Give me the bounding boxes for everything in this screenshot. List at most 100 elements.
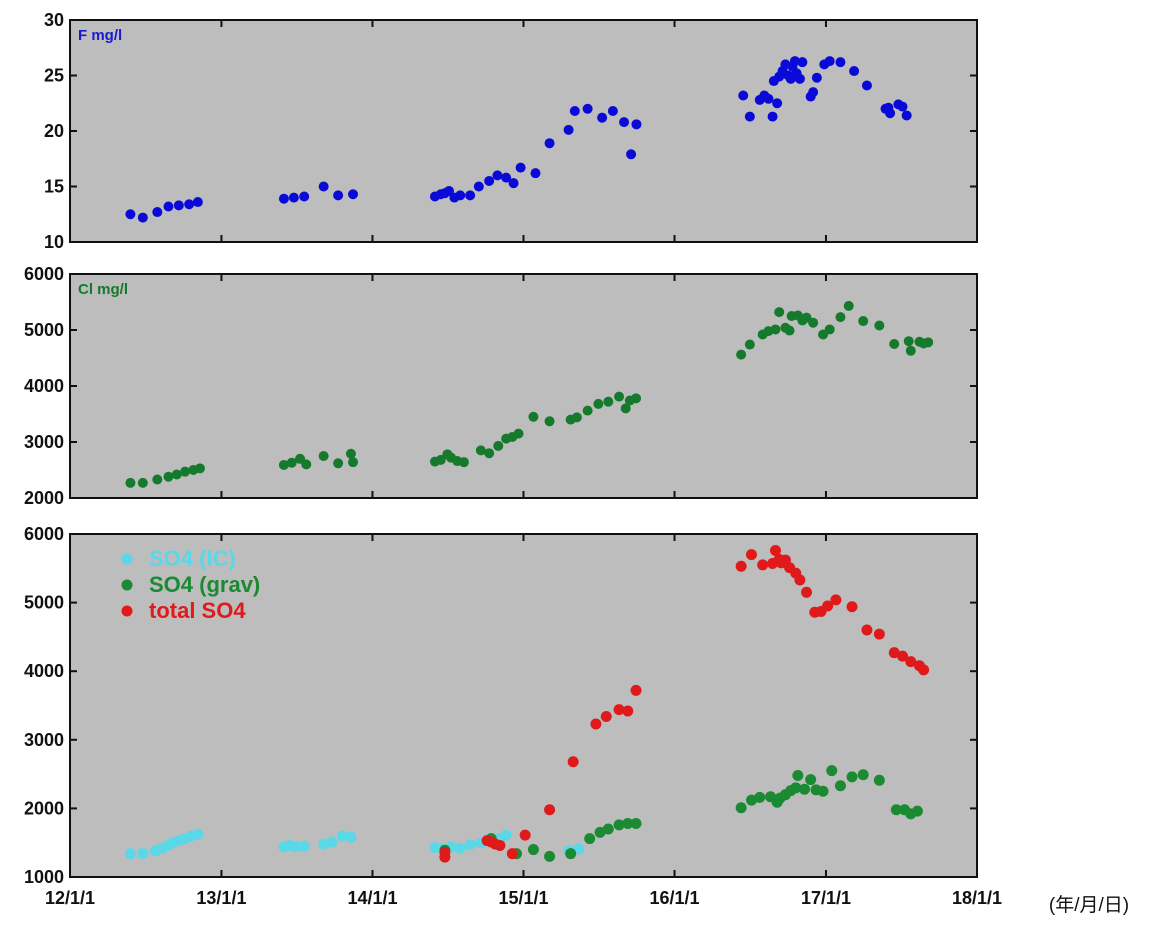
data-point <box>348 189 359 200</box>
data-point <box>861 624 873 636</box>
data-point <box>735 560 747 572</box>
data-point <box>318 181 329 192</box>
data-point <box>774 307 785 318</box>
data-point <box>858 316 869 327</box>
data-point <box>772 98 783 109</box>
data-point <box>846 601 858 613</box>
data-point <box>846 771 858 783</box>
y-tick-label: 4000 <box>24 376 64 396</box>
data-point <box>911 805 923 817</box>
data-point <box>180 466 191 477</box>
data-point <box>318 451 329 461</box>
data-point <box>754 791 766 803</box>
data-point <box>769 544 781 556</box>
legend-marker <box>121 579 133 591</box>
data-point <box>493 440 504 451</box>
data-point <box>905 345 916 356</box>
data-point <box>125 209 136 220</box>
data-point <box>455 190 466 201</box>
legend-label: SO4 (IC) <box>149 546 236 571</box>
data-point <box>567 756 579 768</box>
data-point <box>582 405 593 416</box>
data-point <box>163 471 174 482</box>
data-point <box>631 119 642 130</box>
data-point <box>464 839 476 851</box>
y-tick-label: 3000 <box>24 730 64 750</box>
data-point <box>735 802 747 814</box>
data-point <box>738 90 749 101</box>
data-point <box>603 396 614 407</box>
data-point <box>278 459 289 470</box>
data-point <box>125 477 136 488</box>
data-point <box>843 300 854 311</box>
data-point <box>888 647 900 659</box>
data-point <box>444 185 455 196</box>
x-tick-label: 16/1/1 <box>650 888 700 908</box>
data-point <box>789 56 800 67</box>
data-point <box>619 117 630 128</box>
data-point <box>834 780 846 792</box>
data-point <box>885 108 896 119</box>
x-tick-label: 17/1/1 <box>801 888 851 908</box>
data-point <box>744 339 755 350</box>
y-tick-label: 10 <box>44 232 64 252</box>
data-point <box>905 656 917 668</box>
panel-label: Cl mg/l <box>78 281 128 298</box>
data-point <box>593 398 604 409</box>
data-point <box>435 454 446 465</box>
data-point <box>630 684 642 696</box>
data-point <box>506 848 518 860</box>
y-tick-label: 2000 <box>24 488 64 508</box>
data-point <box>544 416 555 427</box>
data-point <box>835 312 846 323</box>
y-tick-label: 6000 <box>24 524 64 544</box>
data-point <box>901 110 912 121</box>
y-tick-label: 15 <box>44 177 64 197</box>
data-point <box>528 411 539 422</box>
data-point <box>890 804 902 816</box>
data-point <box>613 819 625 831</box>
data-point <box>494 839 506 851</box>
data-point <box>333 190 344 201</box>
data-point <box>336 830 348 842</box>
data-point <box>584 833 596 845</box>
y-tick-label: 5000 <box>24 320 64 340</box>
x-tick-label: 15/1/1 <box>498 888 548 908</box>
data-point <box>626 149 637 160</box>
data-point <box>137 212 148 223</box>
data-point <box>630 817 642 829</box>
legend-label: total SO4 <box>149 598 246 623</box>
data-point <box>889 339 900 349</box>
y-tick-label: 2000 <box>24 798 64 818</box>
data-point <box>290 841 302 853</box>
data-point <box>333 458 344 469</box>
data-point <box>808 87 819 98</box>
data-point <box>757 559 769 571</box>
data-point <box>744 111 755 122</box>
data-point <box>184 199 195 210</box>
plot-area-1 <box>69 19 978 243</box>
plot-area-2 <box>69 273 978 499</box>
data-point <box>822 600 834 612</box>
data-point <box>137 477 148 488</box>
data-point <box>745 794 757 806</box>
data-point <box>873 774 885 786</box>
y-tick-label: 20 <box>44 121 64 141</box>
data-point <box>298 840 310 852</box>
data-point <box>194 463 205 474</box>
data-point <box>544 804 556 816</box>
data-point <box>790 782 802 794</box>
data-point <box>594 826 606 838</box>
data-point <box>582 103 593 114</box>
data-point <box>830 594 842 606</box>
data-point <box>614 391 625 402</box>
x-tick-label: 12/1/1 <box>45 888 95 908</box>
data-point <box>163 201 174 212</box>
data-point <box>484 448 495 459</box>
x-axis-unit-label: (年/月/日) <box>1049 894 1129 916</box>
data-point <box>897 101 908 112</box>
data-point <box>348 457 359 468</box>
data-point <box>527 844 539 856</box>
data-point <box>622 817 634 829</box>
